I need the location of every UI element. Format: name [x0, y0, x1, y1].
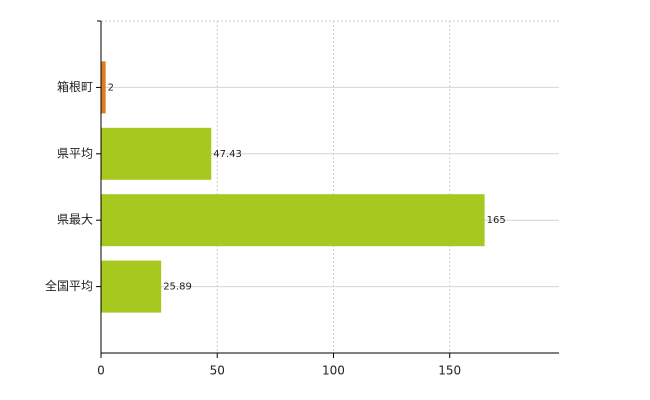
x-tick-label: 50 — [210, 364, 225, 378]
bar — [101, 194, 485, 247]
y-tick-label: 箱根町 — [57, 79, 93, 94]
x-tick-label: 150 — [438, 364, 461, 378]
x-tick-label: 100 — [322, 364, 345, 378]
value-label: 165 — [487, 215, 506, 226]
bar — [101, 260, 162, 313]
y-tick-label: 県平均 — [57, 146, 93, 160]
value-label: 47.43 — [213, 149, 242, 160]
bar — [101, 127, 212, 180]
bar — [101, 61, 106, 114]
y-tick-label: 全国平均 — [45, 278, 93, 293]
value-label: 25.89 — [163, 282, 192, 293]
x-tick-label: 0 — [97, 364, 105, 378]
value-label: 2 — [108, 82, 114, 93]
y-tick-label: 県最大 — [57, 213, 93, 227]
